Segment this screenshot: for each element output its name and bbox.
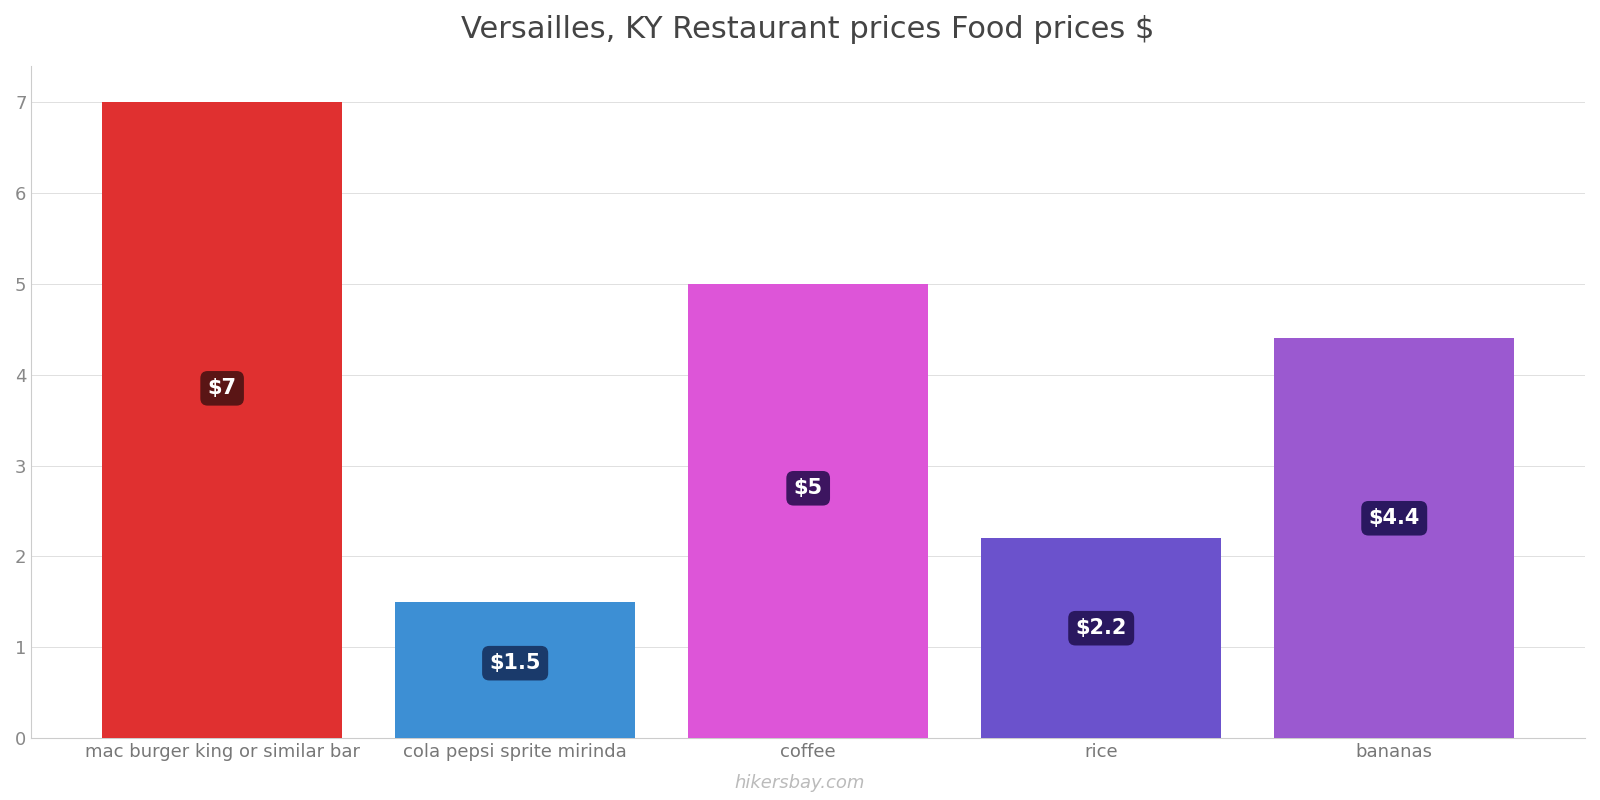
Text: $4.4: $4.4 bbox=[1368, 508, 1419, 528]
Bar bbox=[688, 284, 928, 738]
Text: $7: $7 bbox=[208, 378, 237, 398]
Bar bbox=[102, 102, 342, 738]
Text: $1.5: $1.5 bbox=[490, 653, 541, 673]
Bar bbox=[1274, 338, 1514, 738]
Text: $2.2: $2.2 bbox=[1075, 618, 1126, 638]
Bar bbox=[981, 538, 1221, 738]
Bar bbox=[395, 602, 635, 738]
Text: $5: $5 bbox=[794, 478, 822, 498]
Title: Versailles, KY Restaurant prices Food prices $: Versailles, KY Restaurant prices Food pr… bbox=[461, 15, 1155, 44]
Text: hikersbay.com: hikersbay.com bbox=[734, 774, 866, 792]
